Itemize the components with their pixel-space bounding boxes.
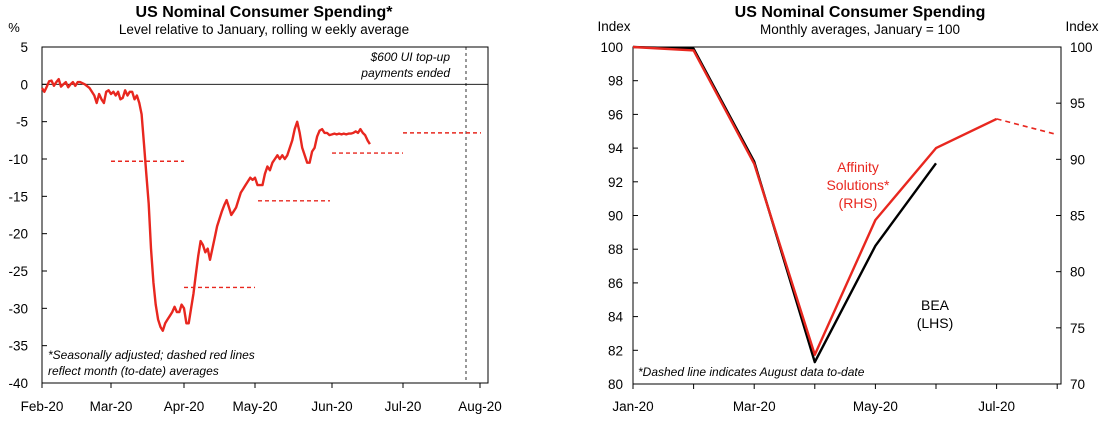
left-x-tick-label: Aug-20: [458, 399, 502, 414]
right-left-y-tick-label: 96: [608, 107, 623, 122]
affinity-label-line-2: Solutions*: [826, 177, 890, 193]
right-x-tick-label: Jan-20: [612, 399, 653, 414]
left-chart-subtitle: Level relative to January, rolling w eek…: [119, 22, 409, 37]
left-y-tick-label: -10: [8, 152, 28, 167]
right-left-y-tick-label: 90: [608, 209, 623, 224]
bea-series-line: [632, 45, 937, 364]
left-footnote-line-2: reflect month (to-date) averages: [48, 364, 219, 378]
right-x-tick-label: May-20: [853, 399, 898, 414]
right-left-y-tick-label: 92: [608, 175, 623, 190]
right-left-y-tick-label: 94: [608, 141, 624, 156]
bea-label-line-1: BEA: [921, 297, 950, 313]
left-annotation-line-1: $600 UI top-up: [370, 50, 451, 64]
chart-left: US Nominal Consumer Spending* Level rela…: [8, 4, 502, 414]
right-right-y-tick-labels: 100 95 90 85 80 75 70: [1056, 40, 1093, 392]
left-x-tick-label: Feb-20: [21, 399, 64, 414]
left-x-tick-label: Jun-20: [311, 399, 352, 414]
left-y-tick-labels: 5 0 -5 -10 -15 -20 -25 -30 -35 -40: [8, 40, 47, 391]
right-right-y-tick-label: 80: [1070, 265, 1085, 280]
left-plot-frame: [41, 46, 489, 384]
right-chart-title: US Nominal Consumer Spending: [735, 4, 986, 21]
right-left-axis-label: Index: [597, 19, 630, 34]
right-left-y-tick-label: 98: [608, 74, 623, 89]
left-x-tick-label: May-20: [232, 399, 277, 414]
left-x-tick-label: Apr-20: [164, 399, 205, 414]
right-right-y-tick-label: 95: [1070, 96, 1085, 111]
left-y-tick-label: 5: [20, 40, 28, 55]
left-y-tick-label: -25: [8, 264, 28, 279]
right-right-y-tick-label: 100: [1070, 40, 1093, 55]
left-series-line: [40, 77, 371, 332]
left-y-axis-label: %: [8, 20, 20, 35]
right-left-y-tick-label: 82: [608, 343, 623, 358]
right-left-y-tick-label: 100: [600, 40, 623, 55]
left-x-tick-labels: Feb-20 Mar-20 Apr-20 May-20 Jun-20 Jul-20 Aug-…: [21, 383, 502, 414]
left-x-tick-label: Jul-20: [385, 399, 422, 414]
right-left-y-tick-label: 80: [608, 377, 623, 392]
left-y-tick-label: -40: [8, 376, 28, 391]
right-right-y-tick-label: 70: [1070, 377, 1085, 392]
right-x-tick-label: Jul-20: [978, 399, 1015, 414]
left-chart-title: US Nominal Consumer Spending*: [136, 4, 394, 21]
right-left-y-tick-labels: 100 98 96 94 92 90 88 86 84 82 80: [600, 40, 638, 392]
affinity-dashed-segment: [996, 118, 1058, 136]
right-footnote: *Dashed line indicates August data to-da…: [638, 365, 865, 379]
right-plot-frame: [632, 46, 1062, 385]
left-y-tick-label: -30: [8, 301, 28, 316]
right-right-y-tick-label: 75: [1070, 321, 1085, 336]
left-x-tick-label: Mar-20: [90, 399, 133, 414]
right-x-tick-label: Mar-20: [733, 399, 776, 414]
left-y-tick-label: -35: [8, 339, 28, 354]
left-y-tick-label: 0: [20, 77, 28, 92]
left-annotation-line-2: payments ended: [360, 66, 450, 80]
chart-right: US Nominal Consumer Spending Monthly ave…: [597, 4, 1098, 414]
right-left-y-tick-label: 84: [608, 310, 624, 325]
right-chart-subtitle: Monthly averages, January = 100: [760, 22, 960, 37]
affinity-label-line-3: (RHS): [839, 195, 878, 211]
right-left-y-tick-label: 88: [608, 242, 623, 257]
right-x-tick-labels: Jan-20 Mar-20 May-20 Jul-20: [612, 384, 1058, 414]
left-footnote-line-1: *Seasonally adjusted; dashed red lines: [48, 348, 255, 362]
affinity-series-line: [632, 45, 998, 356]
affinity-label-line-1: Affinity: [837, 159, 879, 175]
right-right-axis-label: Index: [1065, 19, 1098, 34]
right-right-y-tick-label: 85: [1070, 209, 1085, 224]
bea-label-line-2: (LHS): [917, 315, 954, 331]
left-y-tick-label: -15: [8, 189, 28, 204]
left-monthly-average-lines: [111, 132, 481, 289]
right-right-y-tick-label: 90: [1070, 152, 1085, 167]
right-left-y-tick-label: 86: [608, 276, 623, 291]
left-y-tick-label: -5: [16, 115, 28, 130]
left-y-tick-label: -20: [8, 227, 28, 242]
